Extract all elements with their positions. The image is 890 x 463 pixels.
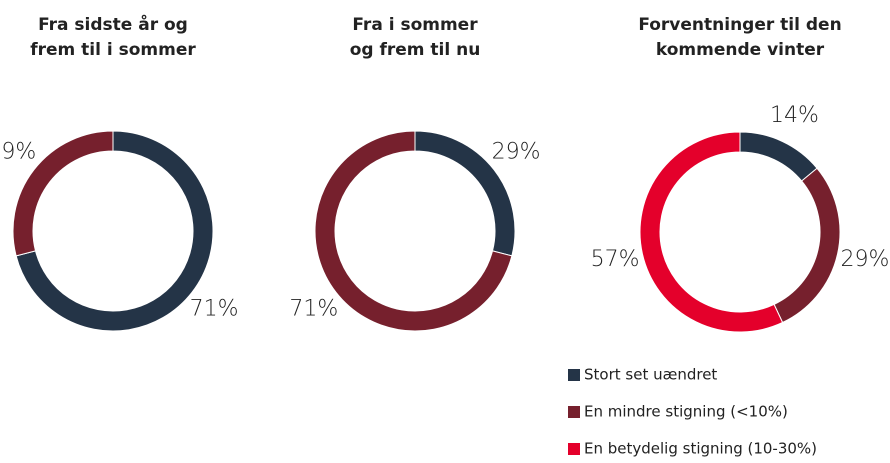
legend-swatch xyxy=(568,369,580,381)
legend-swatch xyxy=(568,443,580,455)
donut-segment xyxy=(773,167,841,324)
chart-title: frem til i sommer xyxy=(30,40,196,60)
data-label: 29% xyxy=(492,140,541,165)
data-label: 14% xyxy=(770,103,819,128)
chart-title: og frem til nu xyxy=(350,40,481,60)
chart-title: Fra i sommer xyxy=(352,15,478,35)
donut-segment xyxy=(15,130,214,332)
data-label: 29% xyxy=(840,247,889,272)
legend-label: En mindre stigning (<10%) xyxy=(584,403,788,421)
data-label: 57% xyxy=(591,247,640,272)
donut-segment xyxy=(739,131,818,182)
chart-title: Forventninger til den xyxy=(638,15,841,35)
chart-title: kommende vinter xyxy=(656,40,825,60)
donut-segment xyxy=(639,131,784,333)
donut-segment xyxy=(12,130,114,257)
legend-label: Stort set uændret xyxy=(584,366,717,384)
donut-segment xyxy=(314,130,513,332)
data-label: 71% xyxy=(289,296,338,321)
legend-label: En betydelig stigning (10-30%) xyxy=(584,440,817,458)
legend-swatch xyxy=(568,406,580,418)
chart-title: Fra sidste år og xyxy=(38,13,188,35)
data-label: 29% xyxy=(0,140,36,165)
data-label: 71% xyxy=(190,296,239,321)
